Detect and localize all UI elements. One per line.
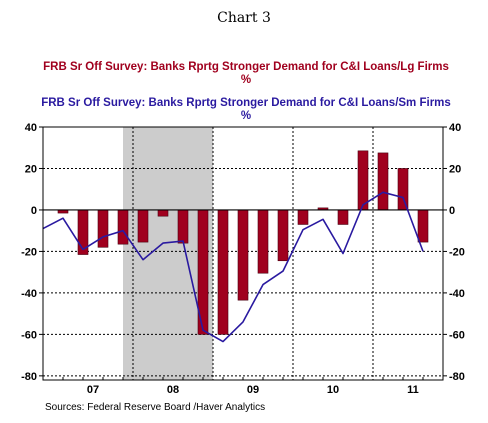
bar bbox=[217, 209, 229, 335]
legend-series-1-unit: % bbox=[241, 74, 251, 86]
y-tick-label-left: 40 bbox=[25, 122, 37, 134]
y-tick-label-right: -80 bbox=[449, 371, 465, 383]
y-tick-label-right: 0 bbox=[449, 205, 455, 217]
bar bbox=[357, 150, 369, 211]
bar bbox=[297, 209, 309, 225]
bar bbox=[157, 209, 169, 217]
y-tick-label-right: -20 bbox=[449, 246, 465, 258]
legend-series-2-label: FRB Sr Off Survey: Banks Rprtg Stronger … bbox=[41, 97, 451, 109]
bar bbox=[337, 209, 349, 225]
y-tick-label-left: -40 bbox=[21, 288, 37, 300]
legend-series-1-label: FRB Sr Off Survey: Banks Rprtg Stronger … bbox=[43, 61, 449, 73]
line-series bbox=[42, 191, 424, 343]
y-tick-label-left: 20 bbox=[25, 163, 37, 175]
bar bbox=[237, 209, 249, 301]
y-tick-label-right: 40 bbox=[449, 122, 461, 134]
x-tick-label: 11 bbox=[407, 384, 419, 396]
bar bbox=[137, 209, 149, 243]
bar bbox=[397, 168, 409, 211]
bar bbox=[277, 209, 289, 262]
bar bbox=[377, 152, 389, 211]
x-tick-label: 09 bbox=[247, 384, 259, 396]
bar bbox=[417, 209, 429, 243]
bar bbox=[177, 209, 189, 244]
y-tick-label-right: 20 bbox=[449, 163, 461, 175]
x-tick-label: 07 bbox=[87, 384, 99, 396]
x-tick-label: 10 bbox=[327, 384, 339, 396]
source-note: Sources: Federal Reserve Board /Haver An… bbox=[45, 402, 265, 413]
y-tick-label-right: -40 bbox=[449, 288, 465, 300]
y-tick-label-right: -60 bbox=[449, 329, 465, 341]
legend-series-2-unit: % bbox=[241, 110, 251, 122]
chart-title: Chart 3 bbox=[217, 10, 271, 26]
bar bbox=[257, 209, 269, 274]
y-tick-label-left: -60 bbox=[21, 329, 37, 341]
y-tick-label-left: -80 bbox=[21, 371, 37, 383]
bar bbox=[117, 209, 129, 245]
y-tick-label-left: 0 bbox=[31, 205, 37, 217]
plot-area: 40 40 20 20 0 0 -20 -20 -40 -40 -60 -60 -80 -80 07 08 09… bbox=[21, 122, 465, 396]
bar bbox=[97, 209, 109, 248]
x-tick-label: 08 bbox=[167, 384, 179, 396]
y-tick-label-left: -20 bbox=[21, 246, 37, 258]
